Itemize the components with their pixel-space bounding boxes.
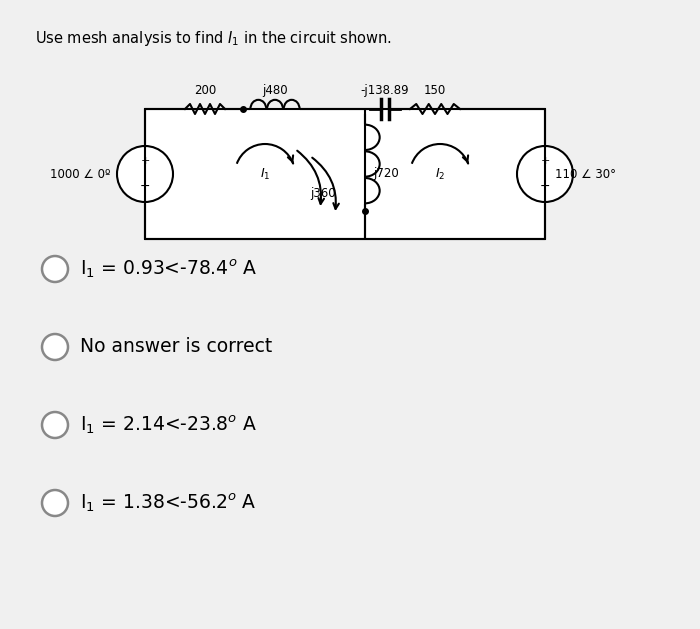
Text: 110 ∠ 30°: 110 ∠ 30°	[555, 167, 616, 181]
Circle shape	[517, 146, 573, 202]
Circle shape	[117, 146, 173, 202]
Text: I$_1$ = 1.38<-56.2$^o$ A: I$_1$ = 1.38<-56.2$^o$ A	[80, 492, 257, 515]
Bar	[145, 109, 545, 239]
Text: +: +	[540, 157, 550, 167]
Text: −: −	[540, 180, 550, 193]
Circle shape	[42, 334, 68, 360]
Text: −: −	[140, 180, 150, 193]
Bar	[145, 109, 545, 239]
Text: $I_1$: $I_1$	[260, 167, 270, 182]
Text: $I_2$: $I_2$	[435, 167, 445, 182]
Text: Use mesh analysis to find $I_1$ in the circuit shown.: Use mesh analysis to find $I_1$ in the c…	[35, 29, 392, 48]
Text: +: +	[140, 157, 150, 167]
Text: -j138.89: -j138.89	[360, 84, 409, 97]
Text: 1000 ∠ 0º: 1000 ∠ 0º	[50, 167, 110, 181]
Text: 200: 200	[194, 84, 216, 97]
Text: j480: j480	[262, 84, 288, 97]
Text: j360: j360	[310, 187, 335, 201]
Circle shape	[42, 412, 68, 438]
Circle shape	[42, 256, 68, 282]
Text: 150: 150	[424, 84, 446, 97]
Text: I$_1$ = 0.93<-78.4$^o$ A: I$_1$ = 0.93<-78.4$^o$ A	[80, 258, 258, 281]
Text: j720: j720	[373, 167, 399, 181]
Text: No answer is correct: No answer is correct	[80, 338, 272, 357]
Circle shape	[42, 490, 68, 516]
Text: I$_1$ = 2.14<-23.8$^o$ A: I$_1$ = 2.14<-23.8$^o$ A	[80, 414, 257, 437]
